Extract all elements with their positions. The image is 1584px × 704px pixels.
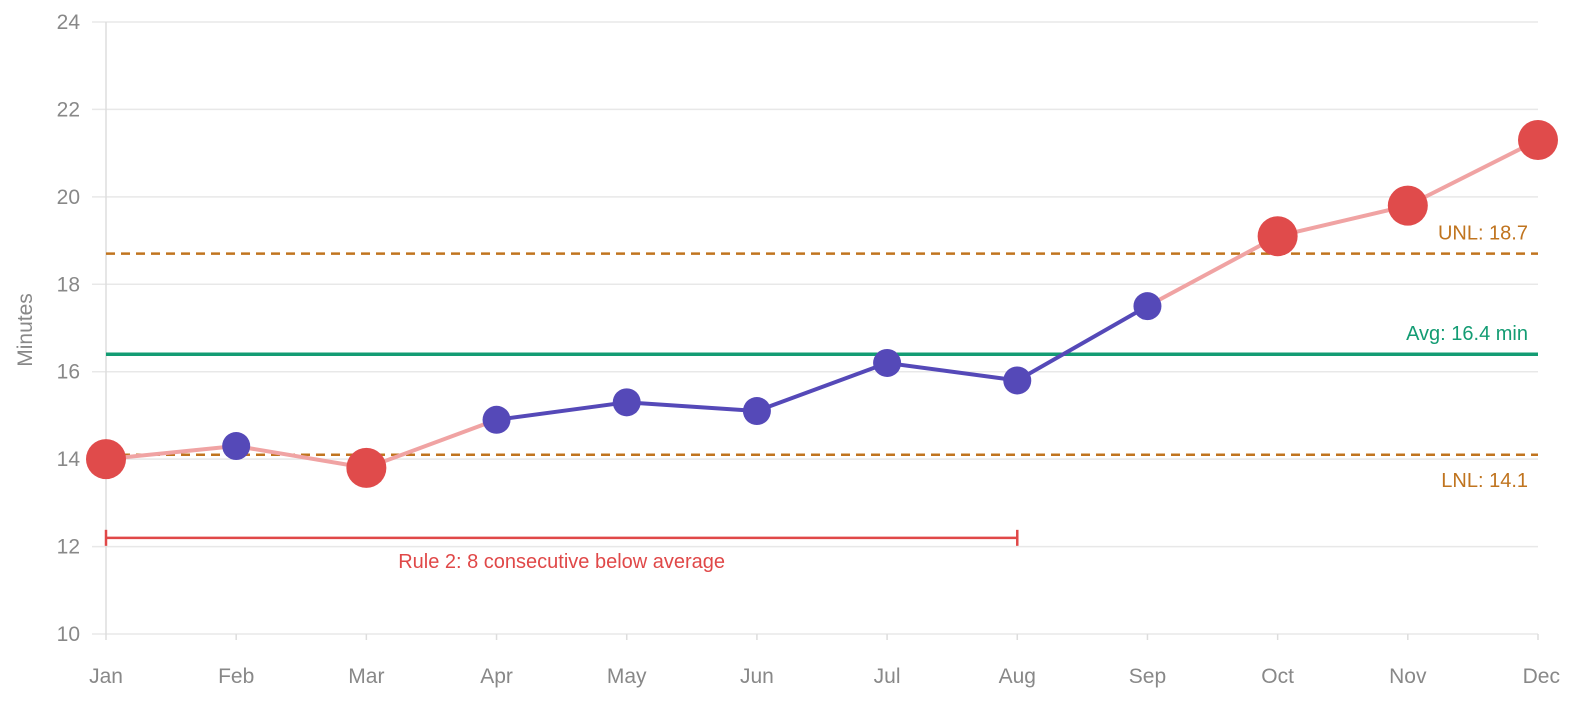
x-axis: Jan Feb Mar Apr May Jun Jul Aug Sep Oct Nov Dec <box>89 634 1560 688</box>
x-tick-label: Jul <box>874 665 901 688</box>
data-points <box>86 120 1558 488</box>
series-segment <box>494 400 629 422</box>
series-segment <box>1015 304 1150 383</box>
y-tick-label: 16 <box>57 361 80 384</box>
x-tick-label: Feb <box>218 665 254 688</box>
y-tick-label: 20 <box>57 186 80 209</box>
x-tick-label: May <box>607 665 647 688</box>
series-segment <box>1405 138 1540 208</box>
series-segment <box>624 400 759 414</box>
series-segment <box>1145 234 1280 309</box>
x-tick-label: Nov <box>1389 665 1427 688</box>
reference-line-label: UNL: 18.7 <box>1438 223 1528 245</box>
y-axis-title: Minutes <box>14 293 37 367</box>
x-tick-label: Apr <box>480 665 513 688</box>
series-segment <box>104 444 239 462</box>
data-point <box>482 405 511 434</box>
data-point <box>742 397 771 426</box>
data-point <box>222 432 251 461</box>
y-tick-label: 24 <box>57 11 81 34</box>
data-point <box>612 388 641 417</box>
series-segment <box>234 444 369 470</box>
reference-line-label: LNL: 14.1 <box>1441 470 1528 492</box>
y-tick-label: 12 <box>57 536 80 559</box>
y-tick-label: 22 <box>57 98 80 121</box>
y-tick-label: 18 <box>57 273 80 296</box>
x-tick-label: Dec <box>1523 665 1560 688</box>
data-point <box>1003 366 1032 395</box>
gridlines <box>92 21 1538 635</box>
series-segment <box>754 360 890 414</box>
reference-lines: UNL: 18.7 Avg: 16.4 min LNL: 14.1 <box>106 223 1538 492</box>
flagged-point <box>1257 216 1298 257</box>
x-tick-label: Sep <box>1129 665 1166 688</box>
reference-line-label: Avg: 16.4 min <box>1406 323 1528 345</box>
x-tick-label: Oct <box>1261 665 1294 688</box>
y-tick-label: 10 <box>57 623 80 646</box>
data-point <box>1133 292 1162 321</box>
flagged-point <box>346 447 387 488</box>
x-tick-label: Jun <box>740 665 774 688</box>
data-point <box>873 348 902 377</box>
flagged-point <box>1387 185 1428 226</box>
y-tick-label: 14 <box>57 448 81 471</box>
series-segment <box>1275 203 1410 239</box>
x-tick-label: Mar <box>348 665 384 688</box>
series-segment <box>885 360 1020 383</box>
flagged-point <box>86 439 126 480</box>
y-axis: 10 12 14 16 18 20 22 24 <box>57 11 107 646</box>
annotation-text: Rule 2: 8 consecutive below average <box>398 551 725 573</box>
flagged-point <box>1518 120 1558 161</box>
x-tick-label: Jan <box>89 665 123 688</box>
series-line <box>104 138 1540 470</box>
annotations: Rule 2: 8 consecutive below average <box>104 529 1019 573</box>
x-tick-label: Aug <box>999 665 1036 688</box>
series-segment <box>364 417 499 470</box>
